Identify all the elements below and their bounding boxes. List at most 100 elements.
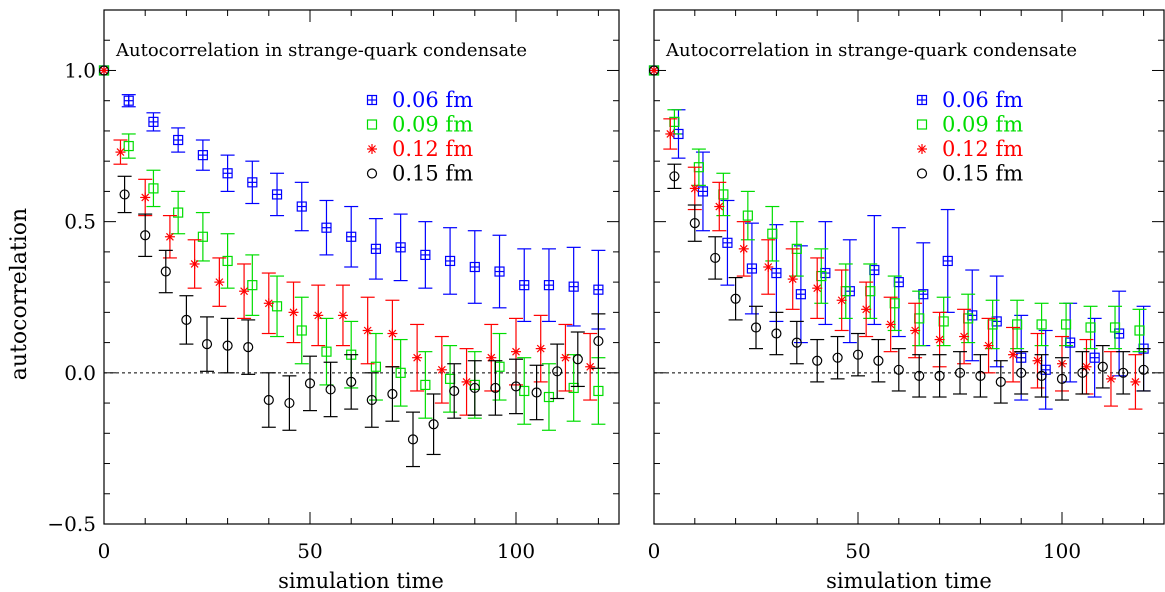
y-tick-label: 1.0 (64, 58, 96, 82)
series-0-15-fm (648, 65, 1151, 404)
data-point (337, 310, 348, 321)
data-point (420, 379, 431, 391)
data-point (910, 325, 921, 336)
data-point (469, 382, 480, 394)
data-marks (98, 65, 606, 468)
data-point (763, 262, 774, 272)
data-point (222, 168, 233, 179)
data-point (119, 189, 130, 200)
data-point (812, 355, 823, 366)
data-point (812, 283, 823, 294)
data-point (263, 298, 274, 309)
data-point (1134, 325, 1145, 336)
legend-marker (367, 144, 377, 154)
data-point (791, 337, 802, 348)
data-point (914, 370, 925, 381)
data-point (869, 264, 880, 276)
data-point (710, 252, 721, 264)
data-point (697, 186, 709, 197)
data-point (535, 343, 546, 354)
data-point (934, 370, 945, 381)
data-point (771, 267, 782, 279)
x-tick-label: 50 (297, 539, 322, 563)
data-point (975, 370, 986, 381)
legend-label: 0.12 fm (392, 137, 473, 161)
data-point (160, 266, 171, 277)
data-point (123, 95, 134, 106)
data-point (714, 201, 725, 212)
series-0-06-fm (648, 65, 1151, 410)
data-point (325, 384, 336, 395)
y-axis-label: autocorrelation (7, 208, 32, 380)
legend-marker (916, 94, 928, 106)
data-point (164, 231, 175, 242)
data-point (1077, 367, 1088, 378)
legend: 0.06 fm0.09 fm0.12 fm0.15 fm (366, 88, 473, 186)
data-point (444, 255, 456, 267)
legend-label: 0.06 fm (942, 88, 1023, 112)
data-point (395, 242, 406, 253)
data-point (412, 352, 423, 363)
data-point (469, 261, 480, 273)
chart-title: Autocorrelation in strange-quark condens… (115, 40, 527, 61)
data-point (288, 307, 299, 318)
data-point (983, 340, 994, 351)
data-point (1105, 373, 1116, 384)
data-point (893, 364, 904, 375)
data-point (873, 355, 884, 366)
data-point (552, 366, 563, 377)
data-point (689, 183, 700, 194)
legend-label: 0.09 fm (942, 113, 1023, 137)
data-point (893, 277, 904, 288)
legend-label: 0.09 fm (392, 113, 473, 137)
data-point (568, 382, 579, 394)
data-point (115, 147, 126, 158)
data-point (649, 65, 659, 76)
data-point (197, 150, 208, 161)
legend-marker (916, 119, 928, 130)
data-point (593, 284, 604, 295)
data-point (543, 280, 555, 291)
data-point (461, 376, 472, 387)
axis-ticks: 0 50 100 (648, 10, 1164, 563)
data-point (181, 314, 192, 326)
data-point (1130, 376, 1141, 387)
data-marks (648, 65, 1151, 410)
data-point (486, 352, 497, 363)
data-point (346, 376, 357, 387)
series-0-09-fm (98, 65, 606, 431)
data-point (1008, 349, 1019, 360)
data-point (885, 319, 896, 330)
data-point (560, 352, 571, 363)
data-point (1036, 319, 1047, 330)
data-point (436, 364, 447, 375)
data-point (787, 274, 798, 285)
legend-marker (366, 119, 378, 130)
data-point (511, 346, 521, 357)
data-point (519, 385, 530, 397)
data-point (746, 263, 758, 274)
data-point (750, 322, 762, 333)
data-point (1016, 367, 1027, 378)
data-point (222, 340, 233, 351)
data-point (767, 228, 778, 239)
data-point (494, 266, 505, 277)
axis-ticks: 0 50 100 −0.5 0.0 0.5 1.0 (47, 10, 619, 563)
data-point (387, 388, 398, 400)
legend-label: 0.15 fm (942, 162, 1023, 186)
legend-label: 0.06 fm (392, 88, 473, 112)
data-point (173, 207, 184, 218)
data-point (959, 331, 970, 342)
data-point (346, 231, 357, 242)
data-point (1036, 370, 1047, 381)
x-tick-label: 0 (98, 539, 111, 563)
data-point (148, 116, 159, 127)
x-tick-label: 100 (497, 539, 535, 563)
data-point (730, 293, 741, 304)
data-point (1032, 355, 1043, 366)
data-point (366, 394, 377, 406)
y-tick-label: 0.0 (64, 361, 96, 385)
data-point (519, 280, 530, 291)
data-point (689, 218, 700, 229)
